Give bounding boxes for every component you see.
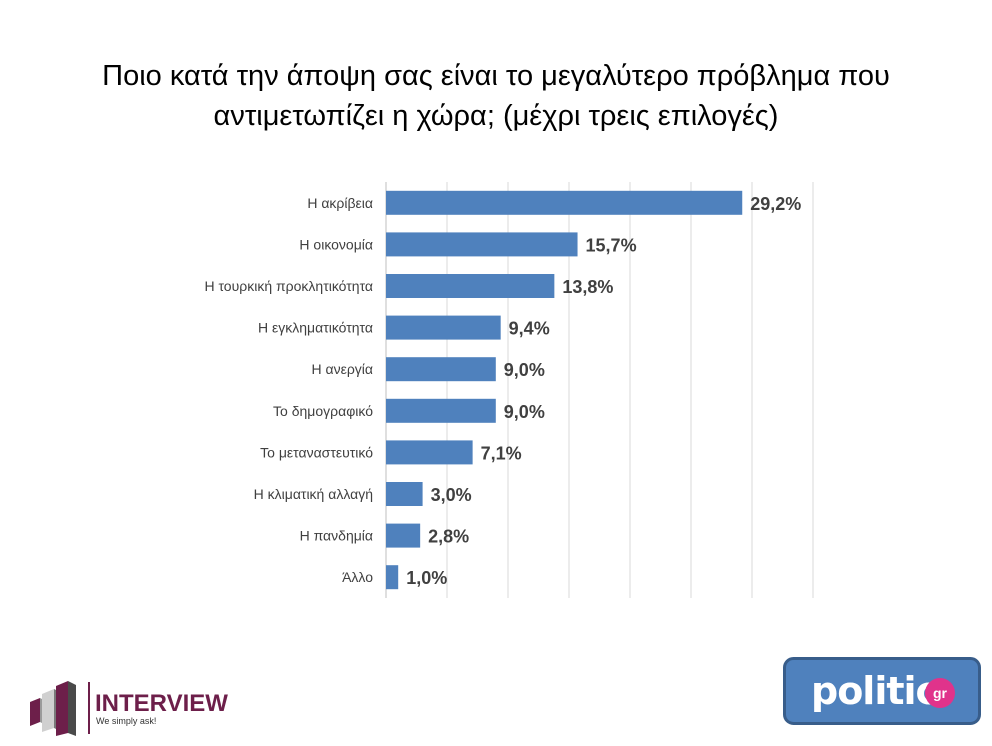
politic-logo-suffix: gr [933, 685, 948, 701]
value-label: 9,0% [504, 360, 545, 380]
value-label: 7,1% [481, 443, 522, 463]
category-label: Η εγκληματικότητα [258, 320, 373, 336]
title-line-1: Ποιο κατά την άποψη σας είναι το μεγαλύτ… [102, 60, 890, 92]
value-label: 9,4% [509, 319, 550, 339]
value-label: 15,7% [586, 235, 637, 255]
category-label: Άλλο [342, 569, 373, 585]
value-label: 29,2% [750, 194, 801, 214]
chart-title: Ποιο κατά την άποψη σας είναι το μεγαλύτ… [40, 56, 952, 136]
category-label: Η κλιματική αλλαγή [254, 486, 373, 502]
value-label: 2,8% [428, 527, 469, 547]
bar [386, 398, 496, 423]
bar [386, 565, 399, 590]
category-label: Η ακρίβεια [307, 195, 373, 211]
bar [386, 523, 421, 548]
category-label: Η τουρκική προκλητικότητα [204, 278, 373, 294]
value-label: 1,0% [406, 568, 447, 588]
category-label: Η οικονομία [299, 236, 373, 252]
value-label: 13,8% [562, 277, 613, 297]
bar [386, 482, 423, 506]
bar [386, 232, 578, 257]
bar [386, 440, 473, 465]
title-line-2: αντιμετωπίζει η χώρα; (μέχρι τρεις επιλο… [213, 100, 779, 132]
category-label: Το δημογραφικό [273, 403, 373, 419]
category-label: Η ανεργία [311, 361, 373, 377]
bar [386, 315, 501, 340]
interview-logo-icon [30, 681, 76, 736]
category-label: Η πανδημία [300, 528, 373, 544]
interview-logo-name: INTERVIEW [95, 690, 228, 717]
value-label: 3,0% [431, 485, 472, 505]
category-label: Το μεταναστευτικό [260, 444, 373, 460]
politic-logo: politic gr [783, 657, 981, 725]
bar [386, 274, 555, 298]
interview-logo-tagline: We simply ask! [96, 716, 156, 726]
bar [386, 357, 496, 382]
interview-logo: INTERVIEW We simply ask! [30, 681, 228, 736]
bar [386, 190, 743, 215]
politic-logo-name: politic [811, 669, 937, 713]
value-label: 9,0% [504, 402, 545, 422]
